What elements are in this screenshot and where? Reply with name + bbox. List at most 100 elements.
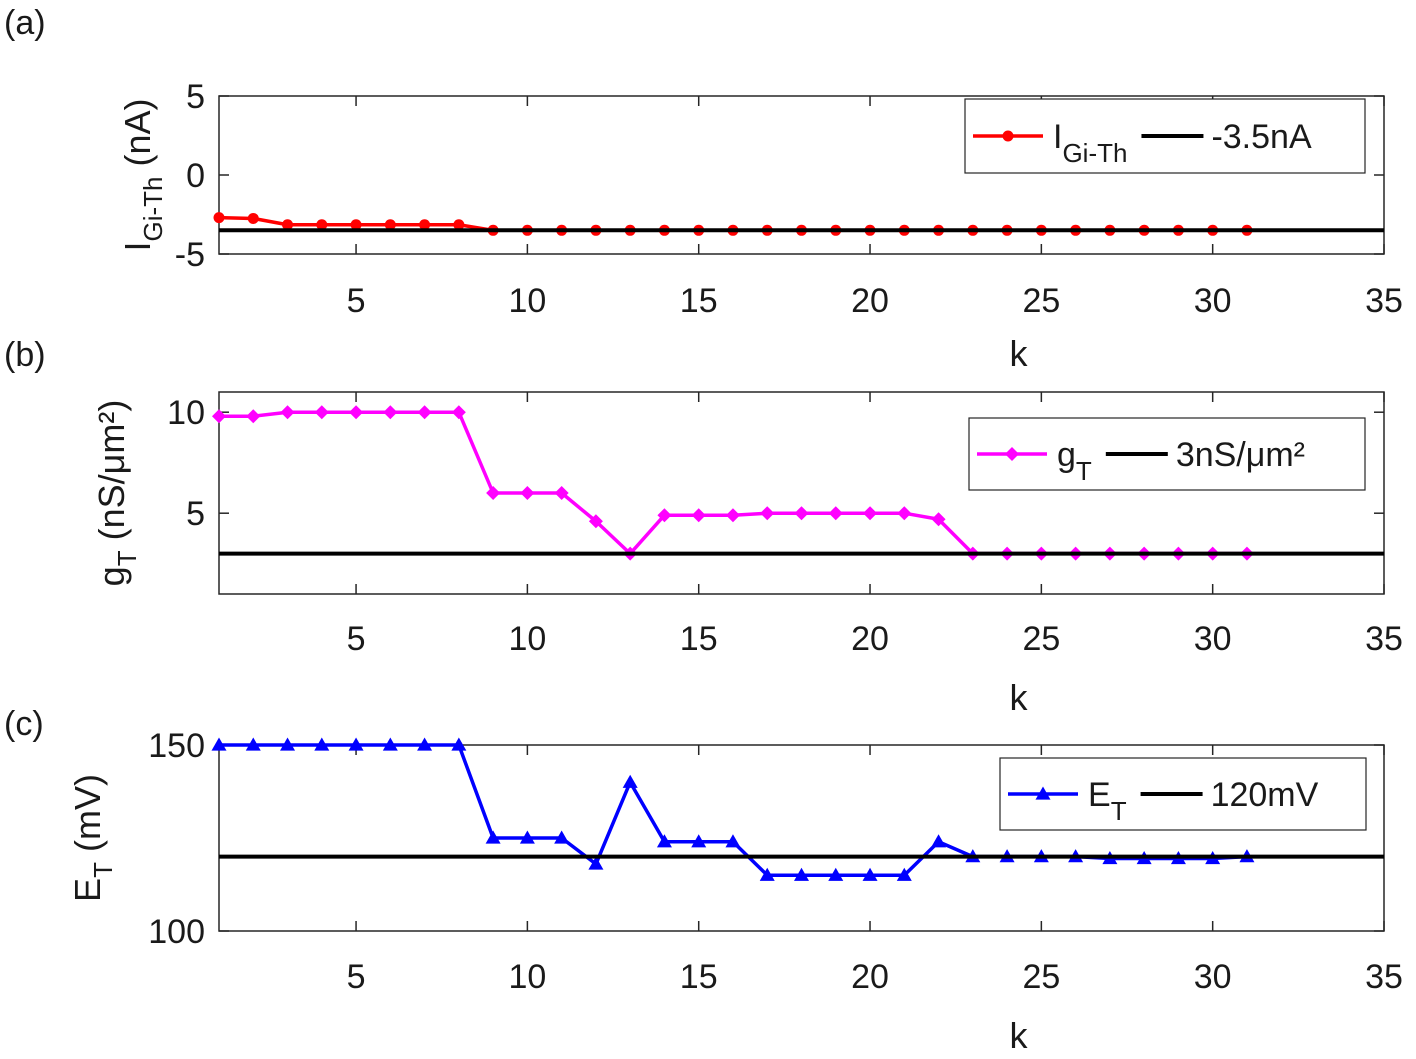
x-tick-label: 35: [1365, 620, 1403, 658]
legend-label: 120mV: [1211, 776, 1319, 814]
data-point: [453, 219, 465, 231]
data-point: [280, 405, 295, 420]
x-tick-label: 20: [851, 958, 889, 996]
y-axis-label-unit: (nS/μm²): [91, 400, 132, 551]
legend-label-sub: T: [1111, 796, 1127, 826]
x-axis-label: k: [1010, 1015, 1029, 1056]
y-tick-label: 0: [186, 157, 205, 195]
data-point: [282, 219, 294, 231]
x-tick-label: 30: [1194, 620, 1232, 658]
x-axis-label: k: [1010, 333, 1029, 374]
data-point: [691, 508, 706, 523]
x-tick-label: 15: [680, 958, 718, 996]
data-point: [451, 405, 466, 420]
data-point: [417, 737, 433, 751]
x-tick-label: 10: [508, 958, 546, 996]
legend-label-main: 3nS/μm²: [1176, 436, 1305, 474]
x-tick-label: 30: [1194, 282, 1232, 320]
data-point: [384, 219, 396, 231]
x-tick-label: 25: [1022, 958, 1060, 996]
data-point: [759, 867, 775, 881]
data-point: [656, 834, 672, 848]
y-tick-label: 10: [167, 394, 205, 432]
data-point: [725, 508, 740, 523]
y-axis-label-sub: T: [112, 550, 142, 566]
data-point: [382, 737, 398, 751]
legend-label-main: -3.5nA: [1211, 118, 1311, 156]
data-point: [417, 405, 432, 420]
data-point: [862, 867, 878, 881]
panel-label: (b): [4, 336, 46, 374]
legend-label-main: E: [1088, 776, 1111, 814]
y-axis-label-main: g: [91, 566, 132, 586]
y-axis-label-sub: Gi-Th: [138, 177, 168, 242]
data-point: [794, 867, 809, 881]
legend: ET 120mV: [999, 757, 1367, 831]
data-point: [316, 219, 328, 231]
y-axis-label: gT (nS/μm²): [91, 400, 142, 587]
data-point: [725, 834, 741, 848]
x-tick-label: 35: [1365, 282, 1403, 320]
data-point: [350, 219, 362, 231]
data-point: [520, 486, 535, 500]
data-point: [1002, 130, 1014, 142]
axes-frame: [218, 744, 1385, 932]
x-tick-label: 5: [347, 282, 366, 320]
legend-label-sub: T: [1076, 456, 1092, 486]
panel-label: (a): [4, 4, 46, 42]
data-point: [280, 737, 296, 751]
data-point: [794, 506, 809, 521]
x-tick-label: 10: [508, 282, 546, 320]
x-tick-label: 15: [680, 620, 718, 658]
data-point: [485, 830, 501, 844]
x-axis-label: k: [1010, 677, 1029, 718]
y-axis-label-sub: T: [88, 862, 118, 878]
data-point: [314, 405, 329, 420]
legend: gT 3nS/μm²: [968, 417, 1366, 491]
panel-label: (c): [4, 705, 44, 743]
data-point: [314, 737, 330, 751]
y-tick-label: -5: [175, 236, 205, 274]
x-tick-label: 5: [347, 958, 366, 996]
data-point: [419, 219, 431, 231]
legend: IGi-Th -3.5nA: [964, 98, 1366, 174]
data-point: [212, 409, 226, 424]
x-tick-label: 25: [1022, 282, 1060, 320]
data-point: [213, 212, 225, 224]
y-axis-label-main: E: [67, 878, 108, 902]
data-point: [383, 405, 398, 420]
data-point: [1005, 447, 1019, 461]
data-point: [588, 856, 604, 870]
data-point: [349, 405, 364, 420]
legend-label: gT: [1057, 436, 1092, 486]
data-point: [863, 506, 878, 521]
data-point: [896, 867, 912, 881]
data-point: [211, 737, 227, 751]
y-tick-label: 5: [186, 78, 205, 116]
data-point: [246, 409, 261, 424]
data-point: [622, 774, 638, 788]
y-axis-label-main: I: [117, 242, 158, 252]
x-tick-label: 35: [1365, 958, 1403, 996]
data-point: [588, 514, 603, 529]
x-tick-label: 15: [680, 282, 718, 320]
legend-label: 3nS/μm²: [1176, 436, 1305, 474]
legend-label-main: 120mV: [1211, 776, 1319, 814]
axes-frame: [218, 391, 1385, 595]
x-tick-label: 10: [508, 620, 546, 658]
data-point: [691, 834, 707, 848]
y-axis-label-unit: (mV): [67, 774, 108, 862]
x-tick-label: 20: [851, 282, 889, 320]
data-point: [486, 486, 501, 500]
data-point: [897, 506, 912, 521]
data-point: [247, 212, 259, 224]
legend-label: ET: [1088, 776, 1127, 826]
data-point: [519, 830, 535, 844]
data-point: [1035, 786, 1051, 800]
x-tick-label: 25: [1022, 620, 1060, 658]
data-point: [348, 737, 364, 751]
data-point: [828, 506, 843, 521]
